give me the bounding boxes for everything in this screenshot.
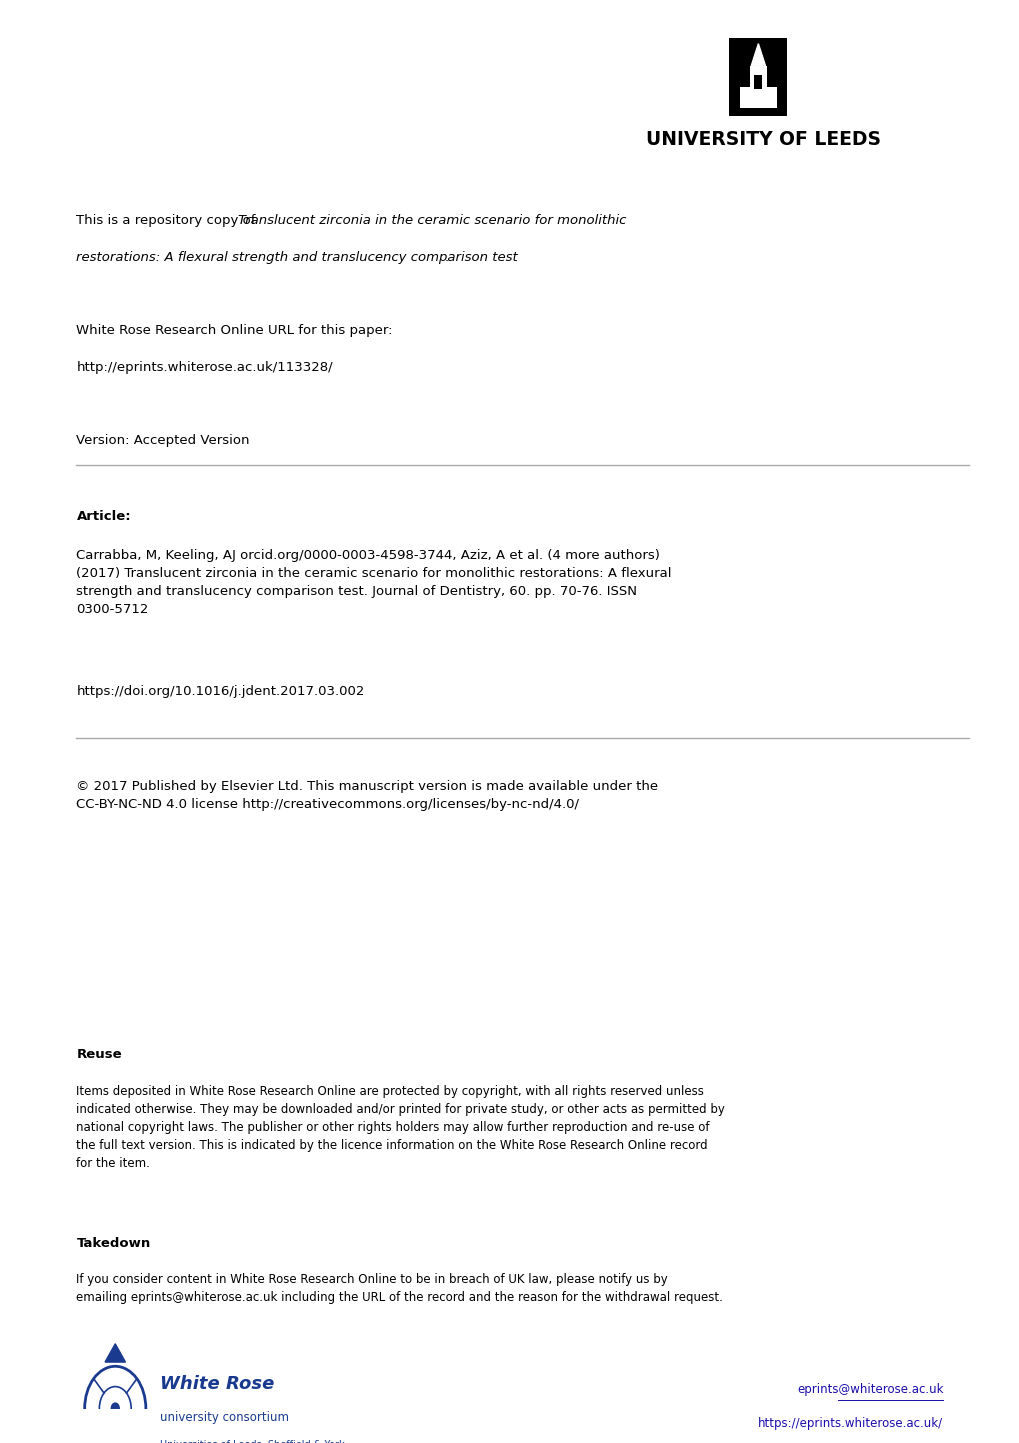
Text: Article:: Article: bbox=[76, 509, 131, 522]
Text: https://doi.org/10.1016/j.jdent.2017.03.002: https://doi.org/10.1016/j.jdent.2017.03.… bbox=[76, 684, 365, 697]
Text: eprints@whiterose.ac.uk: eprints@whiterose.ac.uk bbox=[796, 1384, 943, 1397]
Text: university consortium: university consortium bbox=[160, 1411, 288, 1424]
Text: Translucent zirconia in the ceramic scenario for monolithic: Translucent zirconia in the ceramic scen… bbox=[237, 214, 626, 227]
Text: restorations: A flexural strength and translucency comparison test: restorations: A flexural strength and tr… bbox=[76, 251, 518, 264]
Text: If you consider content in White Rose Research Online to be in breach of UK law,: If you consider content in White Rose Re… bbox=[76, 1273, 722, 1304]
Text: https://eprints.whiterose.ac.uk/: https://eprints.whiterose.ac.uk/ bbox=[758, 1417, 943, 1430]
Circle shape bbox=[111, 1403, 119, 1414]
Text: White Rose Research Online URL for this paper:: White Rose Research Online URL for this … bbox=[76, 325, 392, 338]
FancyBboxPatch shape bbox=[766, 87, 776, 108]
Text: Carrabba, M, Keeling, AJ orcid.org/0000-0003-4598-3744, Aziz, A et al. (4 more a: Carrabba, M, Keeling, AJ orcid.org/0000-… bbox=[76, 550, 672, 616]
FancyBboxPatch shape bbox=[729, 38, 787, 115]
Text: http://eprints.whiterose.ac.uk/113328/: http://eprints.whiterose.ac.uk/113328/ bbox=[76, 361, 333, 374]
Text: This is a repository copy of: This is a repository copy of bbox=[76, 214, 260, 227]
Text: Universities of Leeds, Sheffield & York: Universities of Leeds, Sheffield & York bbox=[160, 1440, 344, 1443]
Text: Reuse: Reuse bbox=[76, 1048, 122, 1061]
Text: Takedown: Takedown bbox=[76, 1237, 151, 1250]
Text: Items deposited in White Rose Research Online are protected by copyright, with a: Items deposited in White Rose Research O… bbox=[76, 1085, 725, 1170]
Text: Version: Accepted Version: Version: Accepted Version bbox=[76, 434, 250, 447]
FancyBboxPatch shape bbox=[749, 66, 766, 108]
Text: © 2017 Published by Elsevier Ltd. This manuscript version is made available unde: © 2017 Published by Elsevier Ltd. This m… bbox=[76, 781, 658, 811]
Polygon shape bbox=[74, 1420, 91, 1443]
Text: UNIVERSITY OF LEEDS: UNIVERSITY OF LEEDS bbox=[645, 130, 880, 149]
Polygon shape bbox=[140, 1420, 156, 1443]
Text: .: . bbox=[444, 251, 448, 264]
FancyBboxPatch shape bbox=[740, 87, 749, 108]
Text: White Rose: White Rose bbox=[160, 1375, 274, 1392]
FancyBboxPatch shape bbox=[754, 75, 761, 89]
Polygon shape bbox=[105, 1343, 125, 1362]
Polygon shape bbox=[750, 43, 764, 66]
